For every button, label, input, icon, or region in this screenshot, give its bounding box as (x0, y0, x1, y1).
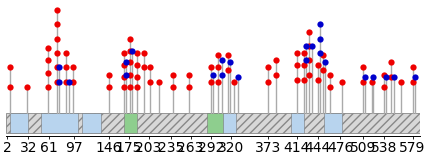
Bar (222, 113, 236, 133)
Bar (324, 113, 342, 133)
Bar (291, 113, 304, 133)
Bar (9, 113, 28, 133)
Bar (82, 113, 101, 133)
Bar (124, 113, 137, 133)
Bar (207, 113, 223, 133)
Bar (41, 113, 78, 133)
Bar (6, 113, 420, 133)
